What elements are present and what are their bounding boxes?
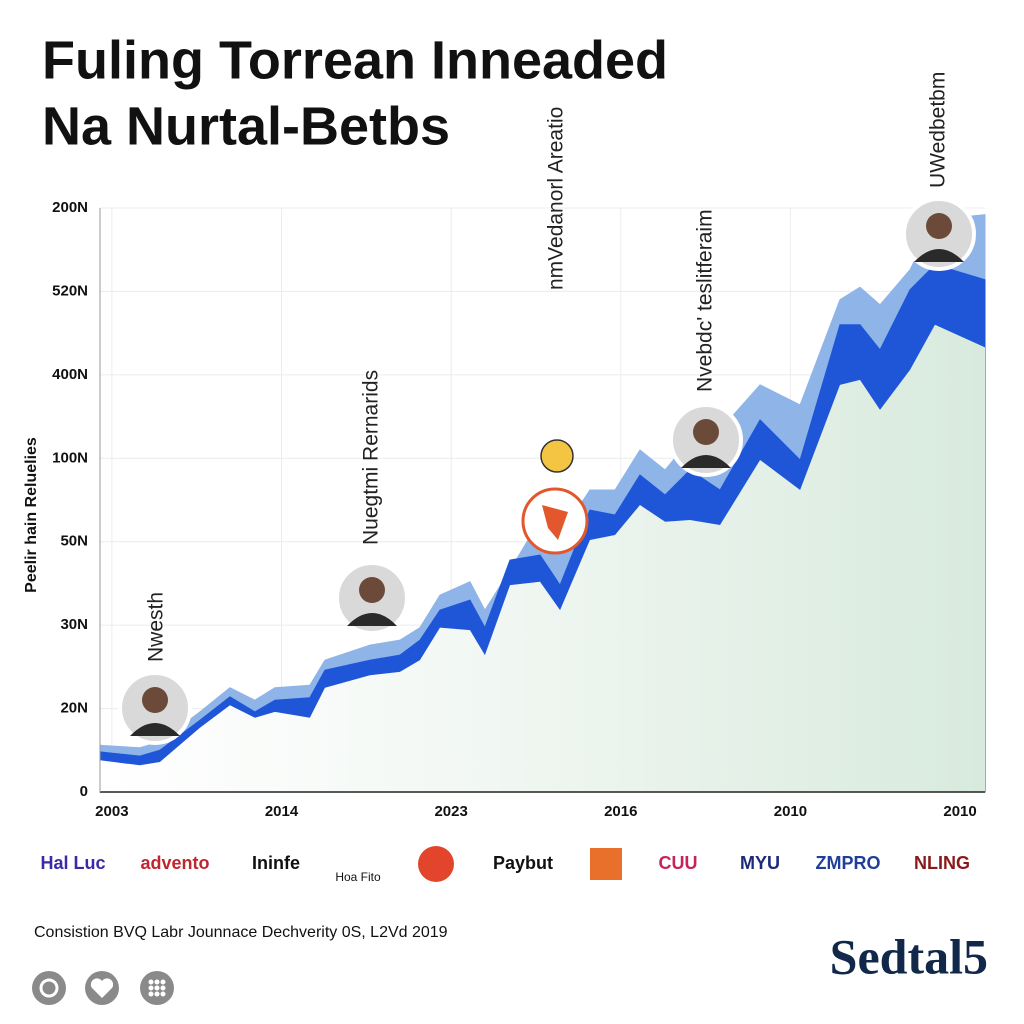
logo: CUU <box>659 853 698 873</box>
y-tick-label: 400N <box>52 366 88 383</box>
y-tick-label: 30N <box>60 616 88 633</box>
footer: Consistion BVQ Labr Jounnace Dechverity … <box>34 924 448 941</box>
chart-title: Na Nurtal-Betbs <box>42 96 450 156</box>
portrait-body <box>347 613 397 626</box>
y-tick-label: 100N <box>52 449 88 466</box>
emoji <box>540 439 574 473</box>
portrait-body <box>130 723 180 736</box>
portrait-body <box>681 455 731 468</box>
x-tick-label: 2010 <box>774 803 807 820</box>
logo: ZMPRO <box>816 853 881 873</box>
logo-badge <box>418 846 454 882</box>
annotation: Nvebdc' teslitferaim <box>694 209 717 392</box>
icon-glyph <box>148 979 166 997</box>
icon[interactable] <box>32 971 66 1005</box>
logo: Hal Luc <box>40 853 105 873</box>
y-tick-label: 520N <box>52 282 88 299</box>
logo: advento <box>140 853 209 873</box>
icon-glyph <box>90 978 114 998</box>
logo: Ininfe <box>252 853 300 873</box>
logo-badge <box>590 848 622 880</box>
brand: Sedtal5 <box>830 928 988 984</box>
y-tick-label: 0 <box>80 783 88 800</box>
x-tick-label: 2003 <box>95 803 128 820</box>
x-tick-label: 2014 <box>265 803 299 820</box>
y-tick-label: 20N <box>60 700 88 717</box>
annotation: Nwesth <box>145 592 168 662</box>
logo: MYU <box>740 853 780 873</box>
x-tick-label: 2023 <box>434 803 467 820</box>
y-tick-label: 200N <box>52 199 88 216</box>
x-tick-label: 2016 <box>604 803 637 820</box>
portrait-head <box>359 577 385 603</box>
logo: NLING <box>914 853 970 873</box>
chart-title: Fuling Torrean Inneaded <box>42 30 668 90</box>
icon-glyph <box>39 978 59 998</box>
event-icon-glyph <box>542 505 568 540</box>
annotation: Nuegtmi Rernarids <box>360 370 383 545</box>
annotation: UWedbetbm <box>927 72 950 188</box>
y-axis-label: Peelir hain Reluelies <box>23 437 40 593</box>
y-tick-label: 50N <box>60 533 88 550</box>
x-tick-label: 2010 <box>943 803 976 820</box>
portrait-head <box>926 213 952 239</box>
annotation: nmVedanorl Areatio <box>545 107 568 290</box>
portrait-head <box>693 419 719 445</box>
social-icons <box>32 971 174 1005</box>
area <box>100 324 985 792</box>
logo: Hoa Fito <box>335 870 381 884</box>
logo: Paybut <box>493 853 553 873</box>
portrait-body <box>914 249 964 262</box>
portrait-head <box>142 687 168 713</box>
